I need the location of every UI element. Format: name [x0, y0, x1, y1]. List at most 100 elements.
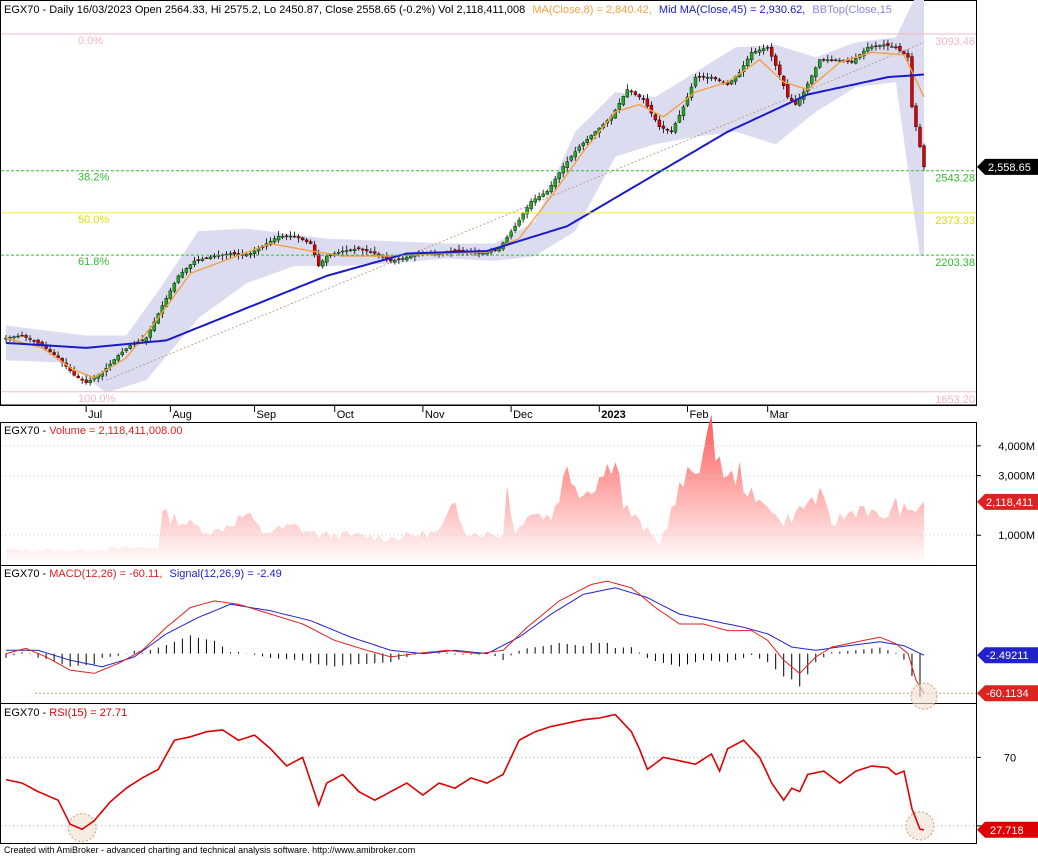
candle-body — [685, 96, 690, 106]
candle-body — [112, 359, 116, 365]
candle-body — [76, 375, 80, 378]
candle-body — [316, 254, 321, 267]
rsi-pane — [0, 703, 977, 844]
candle-body — [701, 76, 706, 78]
candle-body — [669, 130, 674, 132]
candle-body — [200, 258, 205, 261]
last-close-tag — [977, 158, 1038, 175]
candle-body — [168, 290, 173, 300]
macd-plot — [5, 580, 976, 710]
candle-body — [681, 106, 686, 116]
candle-body — [882, 44, 886, 47]
candle-body — [689, 86, 694, 98]
macd-line — [5, 580, 925, 694]
fib-percent-label: 50.0% — [78, 214, 109, 226]
macd-highlight-circle — [910, 682, 938, 710]
candle-body — [557, 172, 561, 180]
candle-body — [176, 275, 181, 283]
candle-body — [870, 46, 874, 49]
candle-body — [345, 250, 349, 252]
candle-body — [786, 84, 790, 98]
candle-body — [24, 335, 28, 338]
candle-body — [641, 98, 646, 100]
candle-body — [284, 235, 289, 237]
candle-body — [753, 50, 758, 54]
candle-body — [677, 115, 682, 123]
candle-body — [304, 239, 309, 242]
candle-body — [713, 77, 718, 80]
candle-body — [296, 236, 301, 239]
candle-body — [369, 251, 373, 253]
candle-body — [709, 76, 714, 79]
candle-body — [397, 258, 401, 261]
candle-body — [120, 351, 124, 355]
candle-body — [657, 119, 662, 128]
candle-body — [152, 321, 157, 331]
ma8-line — [5, 51, 925, 379]
macd-pane — [0, 565, 977, 704]
date-label: Dec — [513, 409, 533, 421]
date-label: Aug — [172, 409, 192, 421]
price-plot — [4, 0, 926, 393]
candle-body — [810, 75, 814, 84]
signal-line — [6, 587, 925, 668]
candle-body — [80, 378, 84, 381]
volume-legend: Volume = 2,118,411,008.00 — [49, 425, 182, 437]
candle-body — [409, 255, 413, 259]
candle-body — [341, 250, 345, 253]
candle-body — [705, 76, 710, 79]
candle-body — [280, 235, 285, 238]
candle-body — [56, 355, 60, 359]
candle-body — [637, 94, 642, 98]
candle-body — [645, 98, 650, 107]
volume-plot: 1,000M 3,000M 4,000M — [1, 414, 1035, 565]
candle-body — [481, 253, 485, 255]
candle-body — [850, 60, 854, 63]
candle-body — [232, 252, 237, 255]
candle-body — [661, 125, 666, 129]
candle-body — [814, 67, 818, 78]
fib-value-label: 2373.33 — [935, 215, 975, 227]
fib-percent-label: 100.0% — [78, 393, 116, 405]
candle-body — [541, 193, 545, 197]
candle-body — [509, 231, 513, 237]
candle-body — [894, 46, 898, 49]
candle-body — [818, 59, 822, 68]
candle-body — [353, 248, 357, 252]
candle-body — [537, 196, 541, 200]
ma8-legend: MA(Close,8) = 2,840.42, — [532, 4, 652, 16]
candle-body — [184, 268, 189, 273]
macd-legend: MACD(12,26) = -60.11, — [49, 568, 162, 580]
rsi-last-tag — [977, 821, 1038, 838]
rsi-legend: RSI(15) = 27.71 — [49, 707, 127, 719]
price-title: EGX70 - Daily 16/03/2023 Open 2564.33, H… — [4, 4, 892, 16]
candle-body — [886, 43, 890, 46]
candle-body — [248, 253, 253, 255]
candle-body — [890, 46, 894, 48]
candle-body — [497, 248, 501, 252]
candle-body — [12, 336, 16, 338]
value-tags: 2,558.65 2,118,411 -2.49211 -60.1134 27.718 — [977, 158, 1038, 838]
candle-body — [549, 184, 553, 192]
candle-body — [565, 161, 569, 168]
fib-percent-label: 0.0% — [78, 35, 103, 47]
candle-body — [906, 53, 910, 58]
candle-body — [84, 379, 88, 383]
candle-body — [252, 250, 257, 255]
candle-body — [292, 235, 297, 238]
candle-body — [529, 201, 533, 209]
rsi-title-prefix: EGX70 - — [4, 707, 49, 719]
fib-value-label: 3093.46 — [935, 36, 975, 48]
candle-body — [361, 248, 365, 251]
candle-body — [749, 52, 754, 61]
candle-body — [874, 45, 878, 48]
candle-body — [453, 249, 457, 252]
candle-body — [276, 235, 281, 241]
candle-body — [561, 166, 565, 174]
candle-body — [577, 146, 581, 151]
candle-body — [405, 257, 409, 260]
candle-body — [898, 46, 902, 51]
fibonacci-levels: 0.0% 3093.46 38.2% 2543.28 50.0% 2373.33 61.8%… — [1, 33, 976, 406]
macd-title-prefix: EGX70 - — [4, 568, 49, 580]
